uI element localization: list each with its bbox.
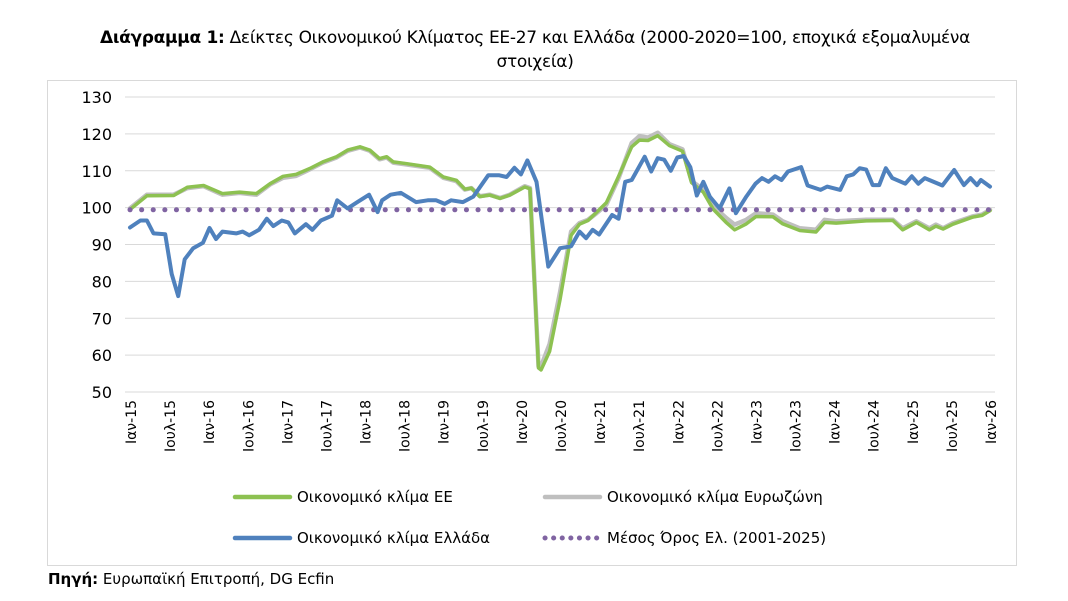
x-tick-label: Ιαν-17 [280, 400, 296, 444]
x-tick-label: Ιουλ-24 [867, 400, 883, 452]
x-tick-label: Ιαν-23 [749, 400, 765, 444]
x-tick-label: Ιαν-22 [671, 400, 687, 444]
y-tick-label: 50 [92, 383, 112, 402]
x-tick-label: Ιαν-15 [124, 400, 140, 444]
chart-title-text: Δείκτες Οικονομικού Κλίματος ΕΕ-27 και Ε… [224, 28, 971, 72]
x-tick-label: Ιουλ-16 [241, 400, 257, 452]
x-tick-label: Ιουλ-21 [632, 400, 648, 452]
y-tick-label: 110 [81, 162, 112, 181]
y-tick-label: 80 [92, 272, 112, 291]
legend-label: Οικονομικό κλίμα Ελλάδα [297, 529, 490, 547]
y-tick-label: 60 [92, 346, 112, 365]
x-tick-label: Ιουλ-22 [710, 400, 726, 452]
series-line-0 [128, 133, 992, 372]
x-tick-label: Ιουλ-19 [476, 400, 492, 452]
y-tick-label: 70 [92, 309, 112, 328]
chart-title: Διάγραμμα 1: Δείκτες Οικονομικού Κλίματο… [60, 26, 1010, 74]
x-tick-label: Ιαν-16 [202, 400, 218, 444]
x-tick-label: Ιαν-20 [515, 400, 531, 444]
source-label: Πηγή: [48, 570, 99, 588]
x-tick-label: Ιουλ-25 [945, 400, 961, 452]
x-tick-label: Ιαν-26 [984, 400, 1000, 444]
legend-label: Οικονομικό κλίμα ΕΕ [297, 488, 453, 506]
x-tick-label: Ιαν-25 [906, 400, 922, 444]
chart-frame [47, 80, 1017, 566]
x-tick-label: Ιαν-18 [359, 400, 375, 444]
x-tick-label: Ιουλ-15 [163, 400, 179, 452]
chart-title-label: Διάγραμμα 1: [99, 28, 225, 48]
x-tick-label: Ιουλ-23 [789, 400, 805, 452]
y-tick-label: 120 [81, 125, 112, 144]
x-tick-label: Ιουλ-17 [319, 400, 335, 452]
source-note: Πηγή: Ευρωπαϊκή Επιτροπή, DG Ecfin [48, 570, 334, 588]
source-text: Ευρωπαϊκή Επιτροπή, DG Ecfin [98, 570, 335, 588]
x-tick-label: Ιουλ-20 [554, 400, 570, 452]
x-tick-label: Ιαν-24 [828, 400, 844, 444]
x-tick-label: Ιουλ-18 [398, 400, 414, 452]
y-tick-label: 100 [81, 199, 112, 218]
x-tick-label: Ιαν-21 [593, 400, 609, 444]
x-tick-label: Ιαν-19 [437, 400, 453, 444]
legend-label: Οικονομικό κλίμα Ευρωζώνη [607, 488, 823, 506]
legend-label: Μέσος Όρος Ελ. (2001-2025) [607, 529, 826, 547]
series-line-2 [128, 154, 992, 299]
y-tick-label: 90 [92, 236, 112, 255]
y-tick-label: 130 [81, 88, 112, 107]
